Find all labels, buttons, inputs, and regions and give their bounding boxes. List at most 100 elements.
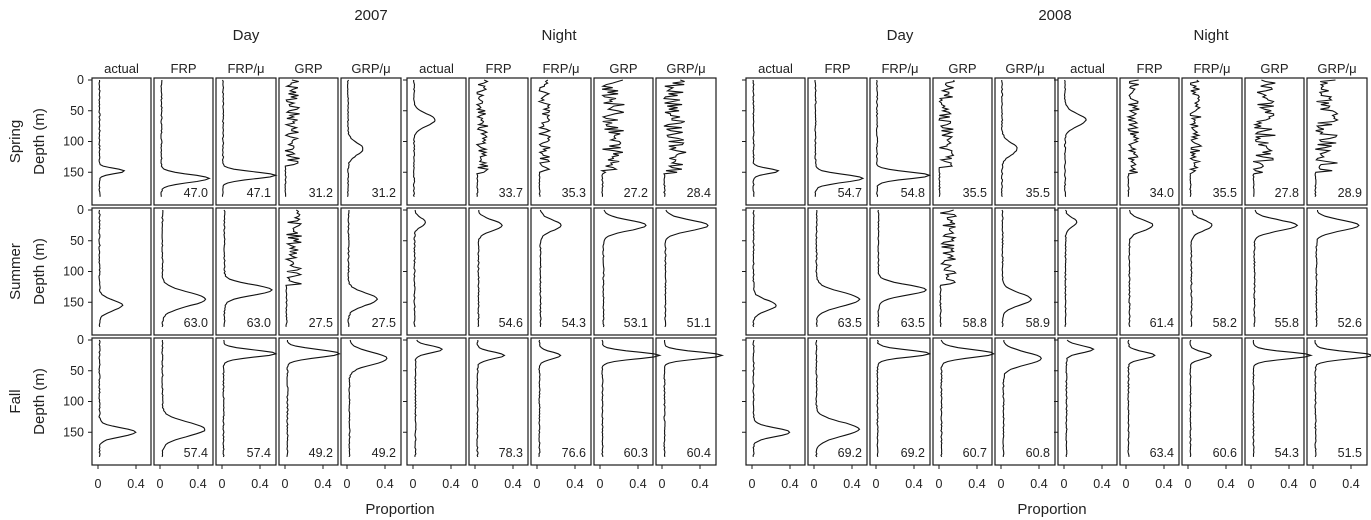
- profile-line: [1190, 209, 1213, 328]
- profile-line: [161, 339, 206, 458]
- x-tick-label: 0: [282, 477, 289, 491]
- profile-line: [412, 79, 436, 198]
- panel-row-group: [91, 337, 402, 469]
- x-tick-label: 0: [597, 477, 604, 491]
- panel-frame: [91, 337, 152, 466]
- panel-frame: [745, 77, 806, 206]
- x-tick-label: 0: [998, 477, 1005, 491]
- panel-value: 33.7: [499, 186, 523, 200]
- y-tick-label: 150: [63, 165, 84, 179]
- panel-frame: [869, 77, 931, 206]
- profile-line: [475, 79, 489, 197]
- x-tick-label: 0: [534, 477, 541, 491]
- panel-frame: [153, 77, 214, 206]
- x-tick-label: 0: [157, 477, 164, 491]
- profile-line: [537, 79, 552, 197]
- column-header: FRP/μ: [542, 61, 579, 76]
- panel-value: 60.7: [963, 446, 987, 460]
- profile-line: [1314, 79, 1339, 198]
- profile-line: [1064, 209, 1078, 327]
- profile-line: [1126, 79, 1140, 197]
- panel-frame: [1057, 77, 1118, 206]
- time-of-day-label: Day: [887, 27, 914, 44]
- profile-line: [221, 79, 278, 197]
- profile-line: [814, 80, 865, 197]
- x-axis-label: Proportion: [1017, 501, 1086, 518]
- column-header: GRP: [609, 61, 637, 76]
- panel-value: 47.1: [247, 186, 271, 200]
- panel-value: 28.4: [687, 186, 711, 200]
- profile-line: [1189, 339, 1213, 458]
- profile-line: [602, 209, 647, 328]
- x-tick-label: 0.4: [1030, 477, 1047, 491]
- time-of-day-label: Night: [1193, 27, 1229, 44]
- panel-frame: [340, 337, 402, 466]
- profile-line: [940, 339, 995, 458]
- panel-value: 58.2: [1213, 316, 1237, 330]
- panel-frame: [530, 207, 592, 336]
- y-tick-label: 0: [77, 333, 84, 347]
- y-tick-label: 150: [63, 295, 84, 309]
- profile-line: [1065, 339, 1095, 457]
- x-tick-label: 0.4: [251, 477, 268, 491]
- panel-frame: [1306, 77, 1368, 206]
- y-axis-label: Depth (m): [31, 368, 48, 435]
- panel-row-group: [406, 77, 717, 206]
- x-tick-label: 0: [410, 477, 417, 491]
- season-label: Spring: [7, 120, 24, 163]
- profile-line: [663, 339, 725, 458]
- x-tick-label: 0: [936, 477, 943, 491]
- y-tick-label: 0: [77, 73, 84, 87]
- x-tick-label: 0: [1061, 477, 1068, 491]
- panel-frame: [1306, 337, 1368, 466]
- x-tick-label: 0: [873, 477, 880, 491]
- y-tick-label: 50: [70, 364, 84, 378]
- time-of-day-label: Night: [541, 27, 577, 44]
- x-tick-label: 0: [1310, 477, 1317, 491]
- panel-row-group: [745, 77, 1056, 206]
- panel-row-group: [406, 337, 725, 469]
- profile-line: [1128, 209, 1154, 328]
- column-header: actual: [419, 61, 454, 76]
- profile-line: [98, 209, 124, 328]
- panel-value: 54.7: [838, 186, 862, 200]
- year-label: 2007: [354, 7, 387, 24]
- x-tick-label: 0: [219, 477, 226, 491]
- panel-frame: [1244, 207, 1305, 336]
- x-tick-label: 0: [749, 477, 756, 491]
- panel-row-group: [91, 207, 402, 336]
- panel-value: 58.8: [963, 316, 987, 330]
- column-header: FRP: [171, 61, 197, 76]
- column-header: actual: [758, 61, 793, 76]
- x-tick-label: 0.4: [376, 477, 393, 491]
- panel-frame: [1181, 207, 1243, 336]
- profile-line: [1002, 339, 1042, 457]
- panel-value: 51.1: [687, 316, 711, 330]
- panel-frame: [807, 77, 868, 206]
- profile-line: [601, 339, 662, 458]
- profile-line: [663, 79, 687, 197]
- panel-frame: [406, 77, 467, 206]
- panel-frame: [655, 207, 717, 336]
- panel-frame: [406, 207, 467, 336]
- panel-value: 53.1: [624, 316, 648, 330]
- profile-line: [286, 339, 341, 458]
- profile-line: [939, 209, 958, 328]
- profile-line: [413, 209, 426, 328]
- profile-line: [98, 339, 137, 458]
- x-tick-label: 0.4: [189, 477, 206, 491]
- column-header: GRP/μ: [1317, 61, 1356, 76]
- panel-frame: [745, 337, 806, 466]
- panel-value: 60.6: [1213, 446, 1237, 460]
- panel-value: 78.3: [499, 446, 523, 460]
- panel-frame: [869, 337, 931, 466]
- column-header: FRP: [486, 61, 512, 76]
- profile-line: [815, 209, 861, 327]
- year-label: 2008: [1038, 7, 1071, 24]
- panel-row-group: [1057, 207, 1368, 336]
- panel-frame: [1244, 337, 1305, 466]
- column-header: actual: [1070, 61, 1105, 76]
- x-tick-label: 0.4: [691, 477, 708, 491]
- profile-line: [347, 79, 364, 197]
